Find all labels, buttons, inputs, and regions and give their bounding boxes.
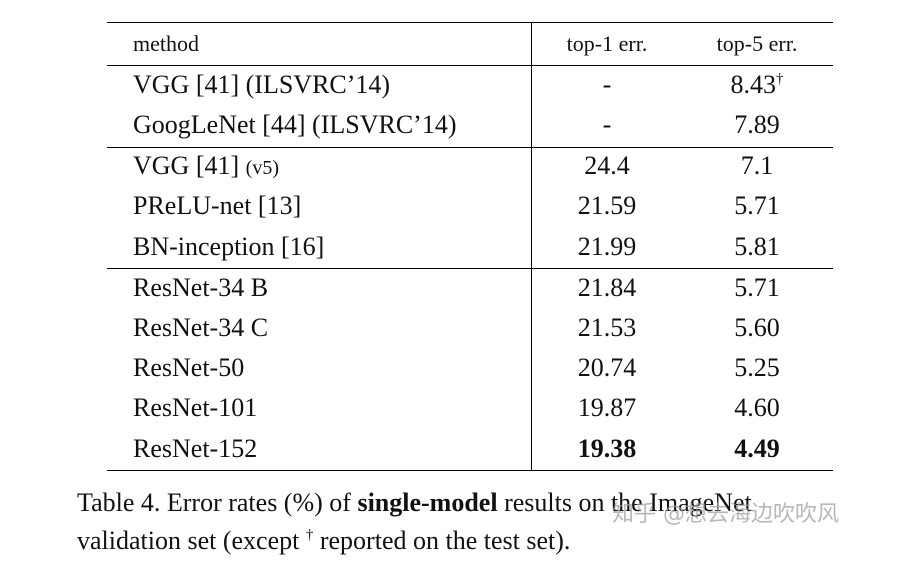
cell: 21.84 xyxy=(577,272,637,302)
cell: 5.60 xyxy=(734,312,780,342)
cell-text: ResNet-34 C xyxy=(133,312,269,342)
cell: ResNet-101 xyxy=(133,395,257,421)
cell: GoogLeNet [44] (ILSVRC’14) xyxy=(133,112,457,138)
cell-text: ResNet-152 xyxy=(133,433,258,463)
cell-text: 4.60 xyxy=(734,393,780,423)
cell: ResNet-34 C xyxy=(133,312,269,342)
cell: 21.59 xyxy=(578,193,637,219)
rule xyxy=(107,65,833,67)
cell-text: 19.38 xyxy=(577,433,637,463)
cell: VGG [41] (v5) xyxy=(133,153,279,179)
method-note: (v5) xyxy=(245,157,279,180)
cell: 5.71 xyxy=(734,272,780,302)
cell-text: 5.71 xyxy=(734,272,780,302)
cell-text: VGG [41] (ILSVRC’14) xyxy=(133,70,391,99)
cell: 8.43† xyxy=(731,72,784,98)
rule xyxy=(107,268,833,270)
cell-text: 21.84 xyxy=(577,272,637,302)
cell: PReLU-net [13] xyxy=(133,193,301,219)
watermark: 知乎 @想去海边吹吹风 xyxy=(612,502,839,527)
cell-text: 7.89 xyxy=(734,110,780,140)
cell-text: 21.53 xyxy=(577,312,637,342)
cell: 5.25 xyxy=(734,355,780,381)
cell-text: 5.60 xyxy=(734,312,780,342)
caption-line: validation set (except † reported on the… xyxy=(77,528,570,554)
caption-part: results on the ImageNet xyxy=(497,488,752,517)
cell: VGG [41] (ILSVRC’14) xyxy=(133,72,390,98)
cell-text: 19.87 xyxy=(577,393,637,423)
cell: 19.87 xyxy=(578,395,637,421)
cell-text: ResNet-50 xyxy=(133,353,245,383)
cell: 7.89 xyxy=(734,112,780,138)
cell-text: 5.71 xyxy=(734,191,780,221)
header-cell: top-5 err. xyxy=(716,31,798,56)
cell-text: 20.74 xyxy=(577,353,637,383)
cell-text: - xyxy=(602,70,612,99)
cell-text: 5.81 xyxy=(734,231,780,261)
rule xyxy=(107,470,833,472)
header-cell: top-1 err. xyxy=(566,31,648,56)
cell: 19.38 xyxy=(577,433,637,463)
cell: 21.99 xyxy=(577,231,637,261)
cell: - xyxy=(603,112,612,138)
cell: 5.71 xyxy=(734,193,780,219)
cell-text: PReLU-net [13] xyxy=(133,191,302,221)
cell: 7.1 xyxy=(741,153,774,179)
cell-text: 24.4 xyxy=(584,151,630,181)
cell: 4.60 xyxy=(734,395,780,421)
cell-text: VGG [41] xyxy=(133,151,240,181)
footnote-mark: † xyxy=(776,71,784,87)
cell-text: ResNet-34 B xyxy=(133,272,269,302)
cell-text: ResNet-101 xyxy=(133,393,258,423)
cell-text: 8.43 xyxy=(730,70,777,99)
cell-text: GoogLeNet [44] (ILSVRC’14) xyxy=(133,110,457,140)
cell: 24.4 xyxy=(584,153,630,179)
cell-text: - xyxy=(602,110,612,140)
cell-text: 5.25 xyxy=(734,353,780,383)
cell: BN-inception [16] xyxy=(133,231,325,261)
caption-part: reported on the test set). xyxy=(313,526,571,555)
rule xyxy=(107,22,833,24)
cell: 20.74 xyxy=(578,355,637,381)
cell: 4.49 xyxy=(734,433,780,463)
cell: ResNet-34 B xyxy=(133,272,269,302)
cell: 5.81 xyxy=(734,231,780,261)
cell-text: 21.99 xyxy=(577,231,637,261)
cell: ResNet-152 xyxy=(133,433,258,463)
caption-part: single-model xyxy=(357,488,498,517)
cell-text: 21.59 xyxy=(577,191,637,221)
caption-part: † xyxy=(305,527,314,543)
caption-line: Table 4. Error rates (%) of single-model… xyxy=(77,490,752,516)
cell-text: 4.49 xyxy=(734,433,780,463)
caption-part: Table 4. Error rates (%) of xyxy=(77,488,358,517)
cell: 21.53 xyxy=(577,312,637,342)
cell-text: 7.1 xyxy=(740,151,774,181)
rule xyxy=(107,146,833,148)
cell-text: BN-inception [16] xyxy=(133,231,325,261)
column-divider xyxy=(531,22,533,471)
header-cell: method xyxy=(133,31,199,56)
caption-part: validation set (except xyxy=(77,526,306,555)
cell: - xyxy=(603,72,612,98)
cell: ResNet-50 xyxy=(133,355,244,381)
